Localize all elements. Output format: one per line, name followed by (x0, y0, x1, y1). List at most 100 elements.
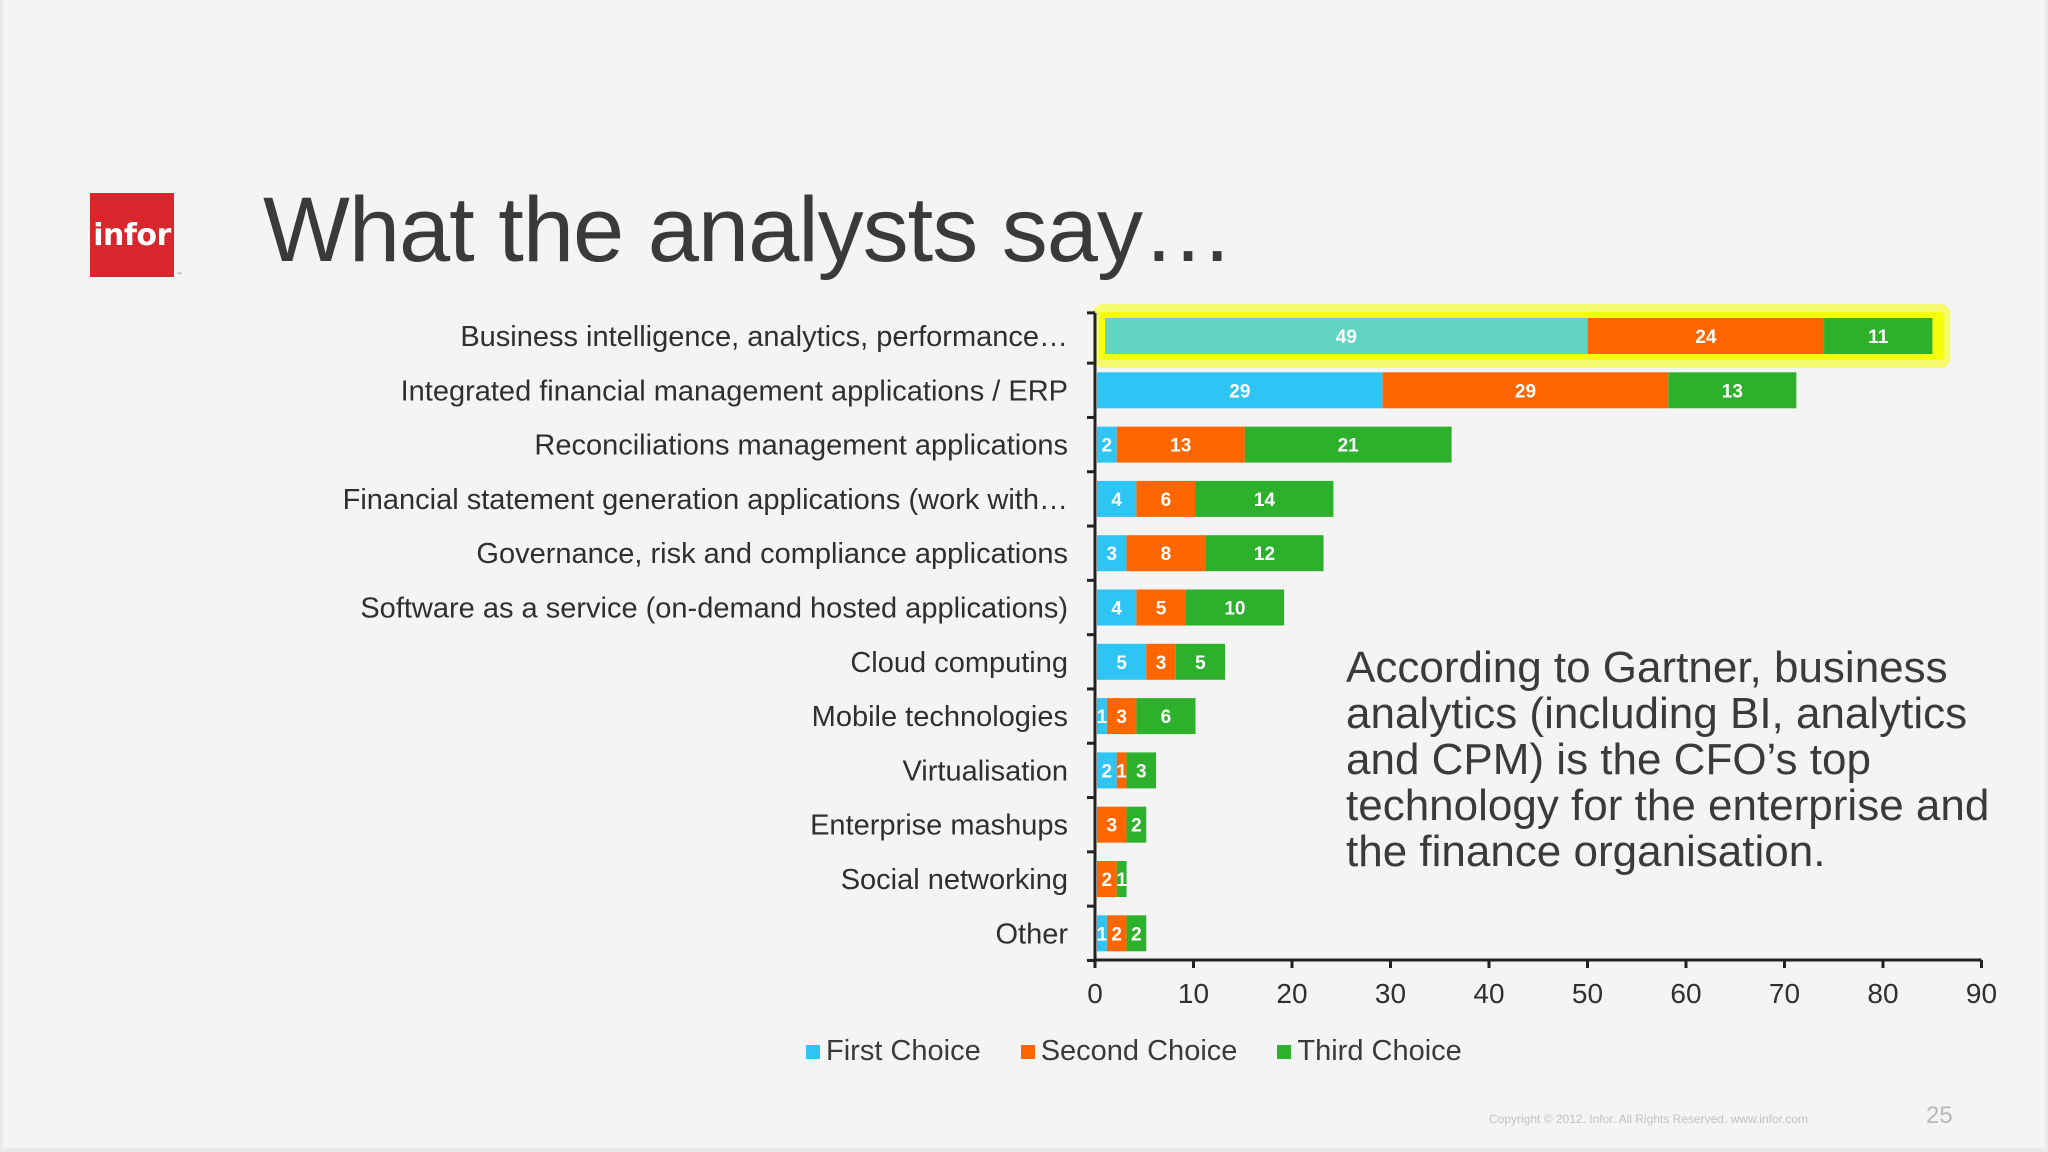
data-label-2-series-3: 13 (1722, 381, 1743, 402)
bar-2-series-2 (1382, 372, 1669, 409)
bar-9-series-2 (1116, 752, 1127, 789)
bar-3-series-2 (1116, 426, 1245, 463)
category-label-4: Financial statement generation applicati… (343, 484, 1068, 516)
bar-5-series-1 (1097, 535, 1127, 572)
data-label-5-series-2: 8 (1161, 544, 1172, 565)
bar-3-series-3 (1244, 426, 1452, 463)
category-label-5: Governance, risk and compliance applicat… (476, 538, 1068, 570)
x-tick-label-50: 50 (1572, 978, 1603, 1009)
bar-11-series-2 (1097, 861, 1117, 897)
bar-1-series-3 (1824, 318, 1933, 354)
data-label-1-series-1: 49 (1336, 327, 1357, 348)
slide: infor ™ What the analysts say… 49 24 11 Bus… (3, 0, 2045, 1148)
legend-item-first: First Choice (806, 1035, 981, 1068)
category-label-12: Other (995, 918, 1068, 950)
data-label-10-series-3: 2 (1131, 816, 1142, 837)
bar-8-series-1 (1097, 698, 1107, 735)
data-label-7-series-2: 3 (1156, 653, 1167, 674)
bar-12-series-1 (1097, 915, 1107, 952)
bar-6-series-3 (1185, 589, 1285, 626)
slide-title: What the analysts say… (263, 179, 1234, 281)
bar-7-series-3 (1175, 643, 1226, 680)
bar-9-series-3 (1126, 752, 1157, 789)
data-label-5-series-3: 12 (1254, 544, 1275, 565)
bar-9-series-1 (1097, 752, 1117, 789)
x-tick-label-60: 60 (1670, 978, 1701, 1009)
legend-item-third: Third Choice (1277, 1035, 1462, 1068)
data-label-9-series-3: 3 (1136, 761, 1147, 782)
bar-3-series-1 (1097, 426, 1117, 463)
chart-legend: First Choice Second Choice Third Choice (806, 1035, 1462, 1068)
x-tick-label-30: 30 (1375, 978, 1406, 1009)
data-label-7-series-1: 5 (1116, 653, 1127, 674)
bar-6-series-2 (1136, 589, 1186, 626)
data-label-2-series-1: 29 (1229, 381, 1250, 402)
data-label-8-series-1: 1 (1097, 707, 1108, 728)
data-label-3-series-1: 2 (1102, 436, 1113, 457)
legend-label-third: Third Choice (1297, 1035, 1462, 1067)
bar-12-series-2 (1106, 915, 1127, 952)
x-tick-label-80: 80 (1867, 978, 1898, 1009)
x-tick-label-0: 0 (1087, 978, 1103, 1009)
bar-4-series-1 (1097, 480, 1137, 517)
bar-12-series-3 (1126, 915, 1147, 952)
bar-7-series-1 (1097, 643, 1147, 680)
data-label-5-series-1: 3 (1106, 544, 1117, 565)
x-tick-label-40: 40 (1473, 978, 1504, 1009)
data-label-3-series-3: 21 (1338, 436, 1360, 457)
data-label-1-series-3: 11 (1868, 327, 1889, 348)
data-label-8-series-2: 3 (1116, 707, 1127, 728)
data-label-6-series-2: 5 (1156, 599, 1167, 620)
data-label-4-series-2: 6 (1161, 490, 1172, 511)
category-label-6: Software as a service (on-demand hosted … (360, 593, 1068, 625)
data-label-9-series-1: 2 (1102, 761, 1113, 782)
data-label-9-series-2: 1 (1116, 761, 1127, 782)
legend-item-second: Second Choice (1020, 1035, 1238, 1068)
copyright-footer: Copyright © 2012. Infor. All Rights Rese… (1489, 1112, 1808, 1126)
data-label-12-series-2: 2 (1111, 924, 1122, 945)
infor-logo: infor ™ (90, 193, 182, 279)
bar-4-series-3 (1195, 480, 1334, 517)
category-label-1: Business intelligence, analytics, perfor… (460, 321, 1068, 353)
bar-1-series-2 (1587, 318, 1825, 354)
data-label-12-series-1: 1 (1097, 924, 1108, 945)
legend-swatch-third (1277, 1044, 1292, 1059)
data-label-11-series-3: 1 (1116, 870, 1127, 891)
data-label-3-series-2: 13 (1170, 436, 1191, 457)
bar-5-series-2 (1126, 535, 1206, 572)
category-label-11: Social networking (841, 864, 1068, 896)
category-label-8: Mobile technologies (812, 701, 1068, 733)
bar-5-series-3 (1205, 535, 1324, 572)
x-tick-label-10: 10 (1178, 978, 1209, 1009)
legend-swatch-second (1020, 1044, 1035, 1059)
bar-11-series-3 (1116, 861, 1127, 897)
category-label-7: Cloud computing (850, 647, 1068, 679)
data-label-4-series-1: 4 (1111, 490, 1122, 511)
bar-8-series-3 (1136, 698, 1196, 735)
category-label-10: Enterprise mashups (810, 810, 1068, 842)
bar-2-series-3 (1668, 372, 1797, 409)
bar-10-series-3 (1126, 806, 1147, 843)
bar-8-series-2 (1106, 698, 1137, 735)
data-label-8-series-3: 6 (1161, 707, 1172, 728)
data-label-12-series-3: 2 (1131, 924, 1142, 945)
data-label-6-series-1: 4 (1111, 599, 1122, 620)
logo-text: infor (93, 217, 171, 253)
category-label-3: Reconciliations management applications (534, 430, 1068, 462)
legend-label-first: First Choice (826, 1035, 981, 1067)
bar-10-series-2 (1097, 806, 1127, 843)
data-label-1-series-2: 24 (1695, 327, 1717, 348)
bar-2-series-1 (1097, 372, 1383, 409)
x-tick-label-20: 20 (1276, 978, 1307, 1009)
data-label-11-series-2: 2 (1102, 870, 1113, 891)
bar-7-series-2 (1146, 643, 1176, 680)
x-tick-label-70: 70 (1769, 978, 1800, 1009)
legend-label-second: Second Choice (1040, 1035, 1238, 1067)
page-number: 25 (1926, 1102, 1953, 1129)
x-tick-label-90: 90 (1966, 978, 1997, 1009)
data-label-2-series-2: 29 (1515, 381, 1536, 402)
data-label-6-series-3: 10 (1224, 599, 1245, 620)
bar-6-series-1 (1097, 589, 1137, 626)
gartner-quote: According to Gartner, business analytics… (1346, 643, 1990, 876)
